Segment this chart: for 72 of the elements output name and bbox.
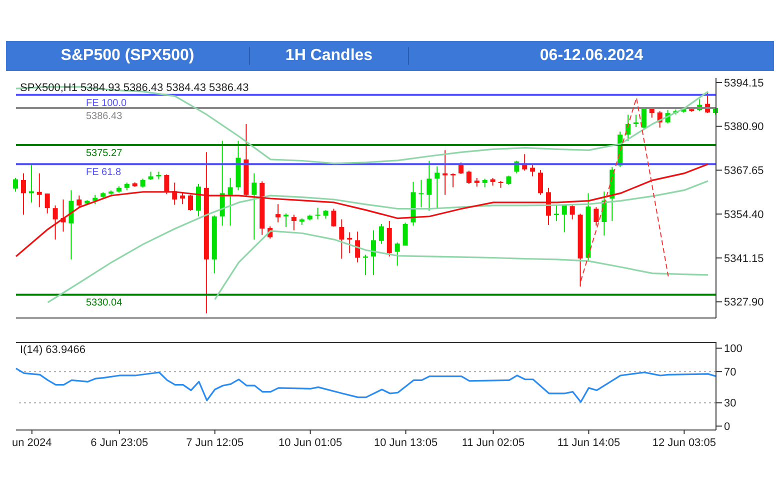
candlestick	[442, 150, 448, 196]
x-tick-label: 10 Jun 13:05	[374, 437, 438, 449]
candlestick	[562, 204, 567, 233]
ref-line-label: FE 61.8	[86, 167, 122, 178]
candlestick	[331, 208, 336, 228]
candlestick	[394, 242, 400, 266]
candlestick	[570, 204, 575, 220]
candlestick	[363, 254, 368, 276]
candlestick	[538, 170, 544, 196]
x-tick-label: un 2024	[12, 437, 52, 449]
candlestick	[20, 172, 26, 216]
line-series	[15, 368, 717, 403]
candlestick	[378, 223, 384, 244]
candlestick	[315, 207, 320, 220]
annotation: SPX500,H1 5384.93 5386.43 5384.43 5386.43	[20, 82, 249, 94]
candlestick	[339, 218, 344, 260]
candlestick	[434, 166, 440, 210]
line-series	[214, 230, 709, 300]
candlestick	[188, 194, 194, 212]
candlestick	[466, 170, 472, 184]
y-tick-label: 5327.90	[724, 296, 764, 309]
candlestick	[52, 204, 58, 240]
candlestick	[633, 114, 638, 128]
y-tick-label: 5394.15	[724, 77, 764, 90]
candlestick	[283, 212, 288, 228]
candlestick	[68, 190, 74, 260]
y-tick-label: 30	[724, 398, 736, 410]
candlestick	[355, 231, 360, 263]
x-tick-label: 6 Jun 23:05	[90, 437, 148, 449]
candlestick	[402, 222, 408, 246]
candlestick	[450, 172, 456, 188]
x-tick-label: 11 Jun 14:05	[557, 437, 620, 449]
candlestick	[347, 232, 352, 254]
candlestick	[228, 177, 233, 226]
chart-title: S&P500 (SPX500)	[60, 47, 196, 65]
candlestick	[458, 162, 464, 174]
candlestick	[252, 172, 257, 240]
x-tick-label: 7 Jun 12:05	[186, 437, 244, 449]
candlestick	[44, 193, 50, 214]
line-series	[15, 163, 709, 258]
candlestick	[76, 195, 82, 208]
x-tick-label: 11 Jun 02:05	[462, 437, 525, 449]
y-tick-label: 5367.65	[724, 165, 764, 178]
candlestick	[13, 177, 18, 192]
candlestick	[291, 214, 296, 231]
candlestick	[554, 204, 559, 222]
y-tick-label: 5380.90	[724, 121, 764, 134]
ref-line-label: 5375.27	[86, 148, 123, 159]
candlestick	[506, 175, 512, 186]
y-tick-label: 5354.40	[724, 208, 764, 221]
candlestick	[36, 172, 42, 208]
y-tick-label: 100	[724, 343, 742, 356]
text: 06-12.06.2024	[408, 47, 774, 65]
candlestick	[180, 192, 186, 205]
annotation: I(14) 63.9466	[20, 344, 86, 356]
candlestick	[370, 230, 376, 276]
ref-line-label: FE 100.0	[86, 98, 128, 109]
candlestick	[276, 204, 281, 223]
x-tick-label: 12 Jun 03:05	[652, 437, 716, 449]
candlestick	[530, 164, 536, 177]
candlestick	[28, 164, 34, 203]
x-tick-label: 10 Jun 01:05	[278, 437, 342, 449]
candlestick	[164, 174, 170, 195]
chart-subtitle: 1H Candles	[249, 47, 408, 65]
candlestick	[594, 206, 599, 226]
y-tick-label: 70	[724, 366, 736, 378]
candlestick	[426, 160, 432, 212]
y-tick-label: 5341.15	[724, 252, 764, 265]
ref-line-label: 5330.04	[86, 298, 123, 309]
y-tick-label: 0	[724, 421, 730, 434]
candlestick	[418, 179, 424, 208]
ref-line-label: 5386.43	[86, 111, 123, 122]
